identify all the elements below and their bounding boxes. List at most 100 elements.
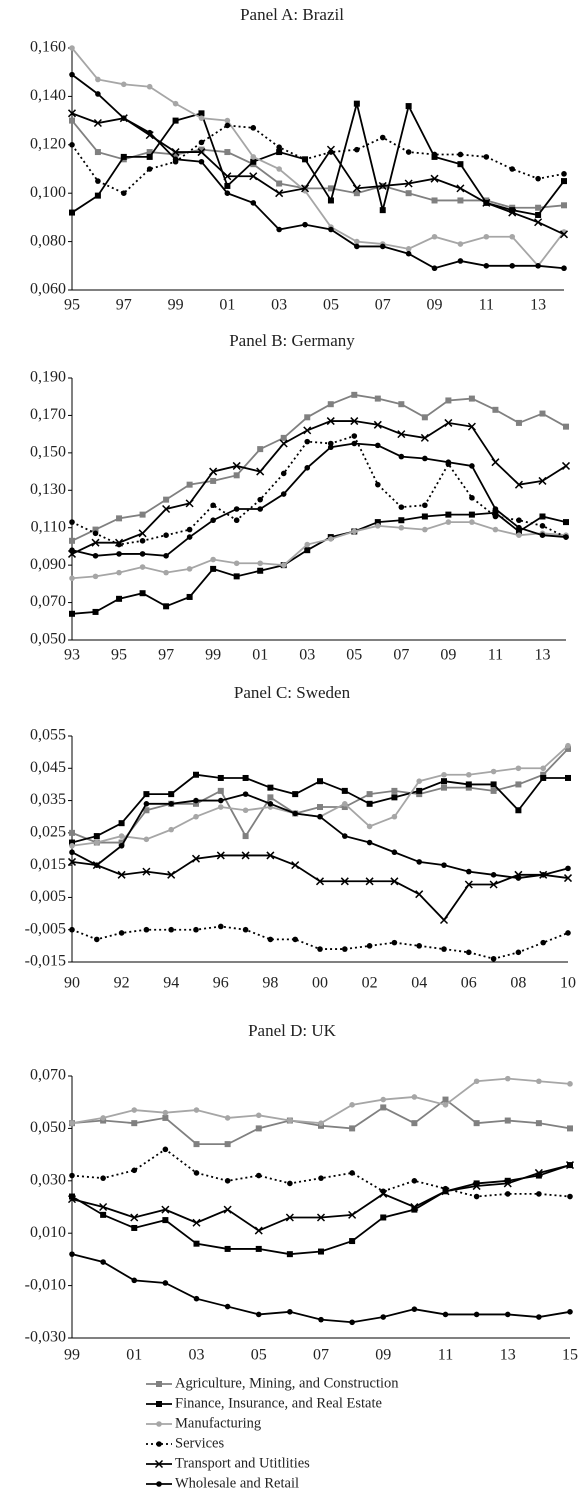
data-point [186, 534, 193, 540]
data-point [539, 523, 546, 529]
data-point [464, 880, 473, 889]
data-point [536, 1314, 542, 1320]
data-point [504, 1075, 511, 1082]
data-point [380, 1314, 387, 1320]
data-point [422, 526, 428, 533]
data-point [317, 778, 323, 785]
data-point [374, 395, 381, 402]
x-tick-label: 08 [510, 975, 526, 992]
data-point [565, 742, 571, 749]
data-point [276, 226, 282, 233]
data-point [469, 519, 475, 525]
data-point [286, 1251, 293, 1258]
data-point [224, 190, 231, 196]
data-point [534, 1168, 543, 1177]
data-point [161, 1205, 170, 1214]
data-point [561, 178, 567, 185]
data-point [162, 1146, 169, 1153]
data-point [267, 794, 274, 801]
data-point [120, 190, 127, 196]
data-point [565, 930, 571, 936]
data-point [317, 813, 323, 820]
data-point [563, 874, 573, 883]
data-point [504, 1311, 511, 1318]
data-point [218, 797, 224, 804]
series-line [71, 393, 567, 542]
data-point [279, 439, 288, 448]
data-point [249, 172, 258, 181]
data-point [445, 459, 452, 466]
data-point [492, 406, 499, 413]
data-point [535, 263, 541, 269]
data-point [143, 836, 150, 843]
data-point [162, 1217, 169, 1224]
series-line [71, 521, 567, 580]
data-point [561, 202, 567, 209]
data-point [404, 179, 413, 188]
data-point [342, 833, 348, 839]
data-point [509, 233, 516, 240]
data-point [255, 1125, 262, 1132]
data-point [92, 526, 99, 533]
data-point [143, 791, 150, 798]
data-point [431, 233, 438, 240]
data-point [351, 528, 358, 535]
data-point [441, 1187, 450, 1196]
y-tick-label: 0,100 [30, 184, 66, 201]
data-point [287, 1180, 293, 1187]
data-point [100, 1259, 106, 1265]
y-tick-label: -0,015 [25, 953, 66, 970]
data-point [172, 117, 179, 124]
data-point [120, 115, 127, 121]
data-point [565, 774, 571, 781]
data-point [535, 211, 542, 218]
data-point [198, 158, 205, 165]
data-point [292, 810, 299, 817]
data-point [69, 575, 75, 582]
data-point [457, 241, 464, 247]
data-point [490, 787, 497, 794]
data-point [193, 771, 199, 778]
y-tick-label: -0,010 [25, 1276, 66, 1293]
data-point [327, 185, 334, 192]
data-point [405, 103, 412, 110]
data-point [366, 839, 373, 846]
data-point [118, 833, 125, 839]
data-point [143, 807, 150, 814]
x-tick-label: 05 [251, 1347, 267, 1364]
series-line [71, 73, 565, 270]
legend-item: Agriculture, Mining, and Construction [146, 1375, 399, 1391]
x-tick-label: 09 [440, 647, 456, 664]
data-point [172, 151, 179, 158]
data-point [342, 946, 348, 952]
data-point [466, 868, 472, 875]
x-tick-label: 99 [205, 647, 221, 664]
data-point [352, 184, 361, 193]
data-point [445, 397, 452, 404]
data-point [250, 154, 257, 160]
legend-marker [156, 1481, 162, 1487]
data-point [168, 926, 174, 933]
data-point [421, 513, 428, 520]
data-point [567, 1193, 573, 1200]
data-point [354, 243, 360, 250]
data-point [318, 1175, 324, 1181]
legend-item: Manufacturing [146, 1415, 261, 1431]
data-point [516, 517, 522, 524]
data-point [223, 1205, 232, 1214]
data-point [280, 470, 287, 477]
data-point [539, 410, 546, 417]
data-point [444, 418, 453, 427]
data-point [366, 791, 373, 798]
data-point [146, 83, 153, 90]
data-point [398, 401, 405, 408]
data-point [416, 778, 423, 784]
data-point [224, 1178, 231, 1184]
data-point [341, 787, 348, 794]
panel-title: Panel A: Brazil [240, 5, 344, 24]
data-point [139, 538, 146, 544]
data-point [490, 872, 497, 878]
data-point [567, 1309, 573, 1315]
data-point [304, 541, 311, 548]
